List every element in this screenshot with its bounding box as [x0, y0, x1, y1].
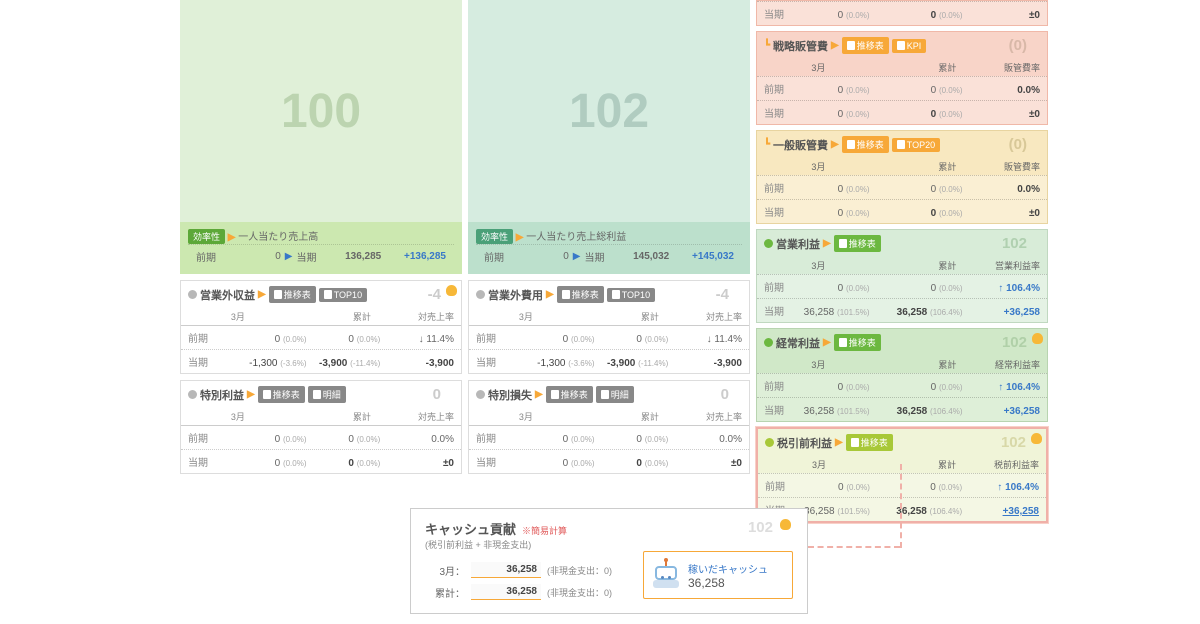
- data-row: 前期0 (0.0%)0 (0.0%)0.0%: [181, 426, 461, 450]
- data-row: 前期0 (0.0%)0 (0.0%)0.0%: [757, 175, 1047, 199]
- data-row: 当期-1,300 (-3.6%)-3,900 (-11.4%)-3,900: [181, 350, 461, 373]
- data-row: 当期0 (0.0%)0 (0.0%)±0: [757, 199, 1047, 223]
- prev-label: 前期: [196, 249, 216, 264]
- bulb-icon[interactable]: [446, 285, 457, 296]
- dot-icon: [764, 338, 773, 347]
- card-top-partial: 当期0 (0.0%)0 (0.0%)±0: [756, 0, 1048, 26]
- prev-value: 0: [216, 251, 281, 262]
- trend-button[interactable]: 推移表: [842, 37, 889, 54]
- robot-title: 稼いだキャッシュ: [688, 561, 768, 576]
- dot-icon: [476, 390, 485, 399]
- trend-button[interactable]: 推移表: [846, 434, 893, 451]
- efficiency-label: 一人当たり売上高: [238, 232, 318, 243]
- cur-label: 当期: [296, 249, 316, 264]
- data-row: 前期0 (0.0%)0 (0.0%)↓ 11.4%: [469, 326, 749, 350]
- connector-line: [900, 464, 902, 548]
- data-row: 当期36,258 (101.5%)36,258 (106.4%)+36,258: [757, 298, 1047, 322]
- cur-value: 136,285: [316, 251, 381, 262]
- card-eigyo: 営業利益 ▶ 推移表 102 3月累計営業利益率 前期0 (0.0%)0 (0.…: [756, 229, 1048, 323]
- col-total: 累計: [288, 310, 371, 323]
- trend-button[interactable]: 推移表: [834, 235, 881, 252]
- data-row: 当期0 (0.0%)0 (0.0%)±0: [757, 1, 1047, 25]
- efficiency-badge: 効率性: [188, 229, 225, 244]
- trend-button[interactable]: 推移表: [842, 136, 889, 153]
- card-tokuson: 特別損失 ▶ 推移表 明細 0 3月累計対売上率 前期0 (0.0%)0 (0.…: [468, 380, 750, 474]
- data-row: 前期0 (0.0%)0 (0.0%)↑ 106.4%: [758, 473, 1046, 497]
- cash-contribution-box: キャッシュ貢献 ※簡易計算 102 (税引前利益 + 非現金支出) 3月：36,…: [410, 508, 808, 614]
- efficiency-score-1: 100: [180, 0, 462, 222]
- data-row: 当期0 (0.0%)0 (0.0%)±0: [469, 450, 749, 473]
- card-senryaku: ┗ 戦略販管費 ▶ 推移表 KPI (0) 3月累計販管費率 前期0 (0.0%…: [756, 31, 1048, 125]
- bulb-icon[interactable]: [1031, 433, 1042, 444]
- card-ippan: ┗ 一般販管費 ▶ 推移表 TOP20 (0) 3月累計販管費率 前期0 (0.…: [756, 130, 1048, 224]
- top10-button[interactable]: TOP10: [319, 288, 367, 302]
- trend-button[interactable]: 推移表: [546, 386, 593, 403]
- dot-icon: [764, 239, 773, 248]
- card-gaihi: 営業外費用 ▶ 推移表 TOP10 -4 3月累計対売上率 前期0 (0.0%)…: [468, 280, 750, 374]
- data-row: 前期0 (0.0%)0 (0.0%)↓ 11.4%: [181, 326, 461, 350]
- trend-button[interactable]: 推移表: [834, 334, 881, 351]
- data-row: 前期0 (0.0%)0 (0.0%)↑ 106.4%: [757, 373, 1047, 397]
- card-number: 0: [433, 386, 441, 403]
- col-rate: 対売上率: [371, 310, 454, 323]
- detail-button[interactable]: 明細: [308, 386, 346, 403]
- trend-button[interactable]: 推移表: [557, 286, 604, 303]
- play-icon[interactable]: ▶: [573, 251, 581, 262]
- cash-subtitle: (税引前利益 + 非現金支出): [425, 538, 793, 551]
- bulb-icon[interactable]: [1032, 333, 1043, 344]
- diff-value: +136,285: [381, 251, 446, 262]
- card-gaishu: 営業外収益 ▶ 推移表 TOP10 -4 3月累計対売上率 前期0 (0.0%)…: [180, 280, 462, 374]
- bulb-icon[interactable]: [780, 519, 791, 530]
- data-row: 前期0 (0.0%)0 (0.0%)0.0%: [757, 76, 1047, 100]
- play-icon[interactable]: ▶: [285, 251, 293, 262]
- card-title: 営業外収益: [200, 287, 255, 303]
- efficiency-bar-2: 効率性 ▶ 一人当たり売上総利益 前期 0 ▶ 当期 145,032 +145,…: [468, 222, 750, 274]
- robot-value: 36,258: [688, 576, 768, 590]
- card-keijo: 経常利益 ▶ 推移表 102 3月累計経常利益率 前期0 (0.0%)0 (0.…: [756, 328, 1048, 422]
- card-number: -4: [428, 286, 441, 303]
- card-title: 特別利益: [200, 387, 244, 403]
- detail-button[interactable]: 明細: [596, 386, 634, 403]
- data-row: 前期0 (0.0%)0 (0.0%)↑ 106.4%: [757, 274, 1047, 298]
- corner-icon: ┗: [764, 40, 770, 51]
- trend-button[interactable]: 推移表: [269, 286, 316, 303]
- data-row: 当期-1,300 (-3.6%)-3,900 (-11.4%)-3,900: [469, 350, 749, 373]
- cash-warning: ※簡易計算: [522, 524, 567, 537]
- corner-icon: ┗: [764, 139, 770, 150]
- data-row: 当期0 (0.0%)0 (0.0%)±0: [181, 450, 461, 473]
- arrow-icon: ▶: [247, 389, 255, 400]
- efficiency-badge: 効率性: [476, 229, 513, 244]
- efficiency-label: 一人当たり売上総利益: [526, 232, 626, 243]
- data-row: 当期0 (0.0%)0 (0.0%)±0: [757, 100, 1047, 124]
- card-tokuri: 特別利益 ▶ 推移表 明細 0 3月累計対売上率 前期0 (0.0%)0 (0.…: [180, 380, 462, 474]
- dot-icon: [476, 290, 485, 299]
- dot-icon: [765, 438, 774, 447]
- data-row: 当期36,258 (101.5%)36,258 (106.4%)+36,258: [757, 397, 1047, 421]
- trend-button[interactable]: 推移表: [258, 386, 305, 403]
- cash-title: キャッシュ貢献: [425, 519, 516, 538]
- efficiency-bar-1: 効率性 ▶ 一人当たり売上高 前期 0 ▶ 当期 136,285 +136,28…: [180, 222, 462, 274]
- top10-button[interactable]: TOP10: [607, 288, 655, 302]
- arrow-icon: ▶: [228, 232, 236, 243]
- top20-button[interactable]: TOP20: [892, 138, 940, 152]
- dot-icon: [188, 390, 197, 399]
- kpi-button[interactable]: KPI: [892, 39, 927, 53]
- robot-cash-badge[interactable]: 稼いだキャッシュ 36,258: [643, 551, 793, 599]
- col-month: 3月: [188, 310, 288, 323]
- arrow-icon: ▶: [258, 289, 266, 300]
- connector-line: [808, 546, 900, 548]
- dot-icon: [188, 290, 197, 299]
- data-row: 前期0 (0.0%)0 (0.0%)0.0%: [469, 426, 749, 450]
- efficiency-score-2: 102: [468, 0, 750, 222]
- robot-icon: [652, 562, 680, 588]
- arrow-icon: ▶: [516, 232, 524, 243]
